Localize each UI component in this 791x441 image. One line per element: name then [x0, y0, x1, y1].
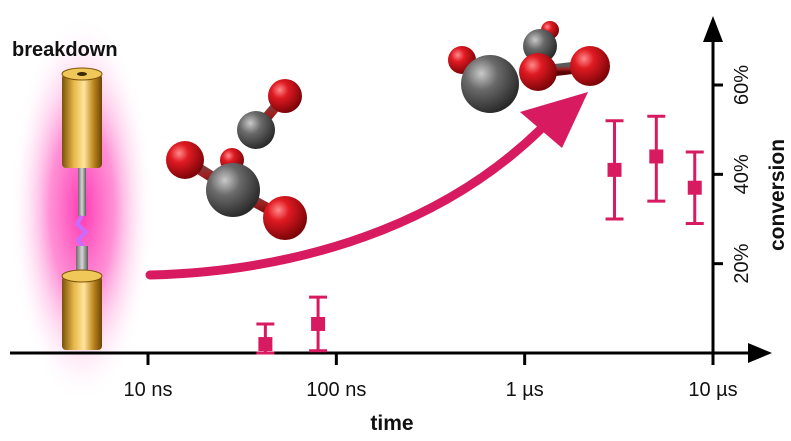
y-axis-label: conversion — [766, 139, 789, 251]
data-point — [607, 162, 622, 177]
data-point — [687, 180, 702, 195]
co2-molecule-icon — [166, 79, 307, 240]
y-tick-label: 40% — [731, 154, 753, 194]
data-marks — [256, 114, 704, 355]
x-tick-label: 10 ns — [124, 379, 173, 401]
x-tick-label: 100 ns — [306, 379, 366, 401]
y-tick-label: 20% — [731, 243, 753, 283]
co-o2-molecules-icon — [448, 21, 610, 113]
x-tick-label: 1 µs — [506, 379, 544, 401]
data-point — [311, 316, 326, 331]
y-tick-label: 60% — [731, 65, 753, 105]
lower-pin — [76, 246, 88, 276]
breakdown-label: breakdown — [12, 39, 118, 61]
upper-electrode — [62, 74, 102, 168]
axes: 10 ns 100 ns 1 µs 10 µs 20% 40% 60% — [10, 16, 772, 401]
reaction-arrow — [145, 92, 588, 280]
y-axis-arrowhead — [703, 16, 723, 42]
data-point — [649, 149, 664, 164]
data-point — [258, 337, 273, 352]
spark — [75, 214, 88, 250]
x-axis-label: time — [370, 412, 413, 435]
x-tick-label: 10 µs — [688, 379, 737, 401]
x-axis-arrowhead — [748, 343, 772, 363]
lower-electrode — [62, 276, 102, 350]
upper-pin — [78, 168, 86, 216]
electrode-assembly — [61, 67, 103, 350]
